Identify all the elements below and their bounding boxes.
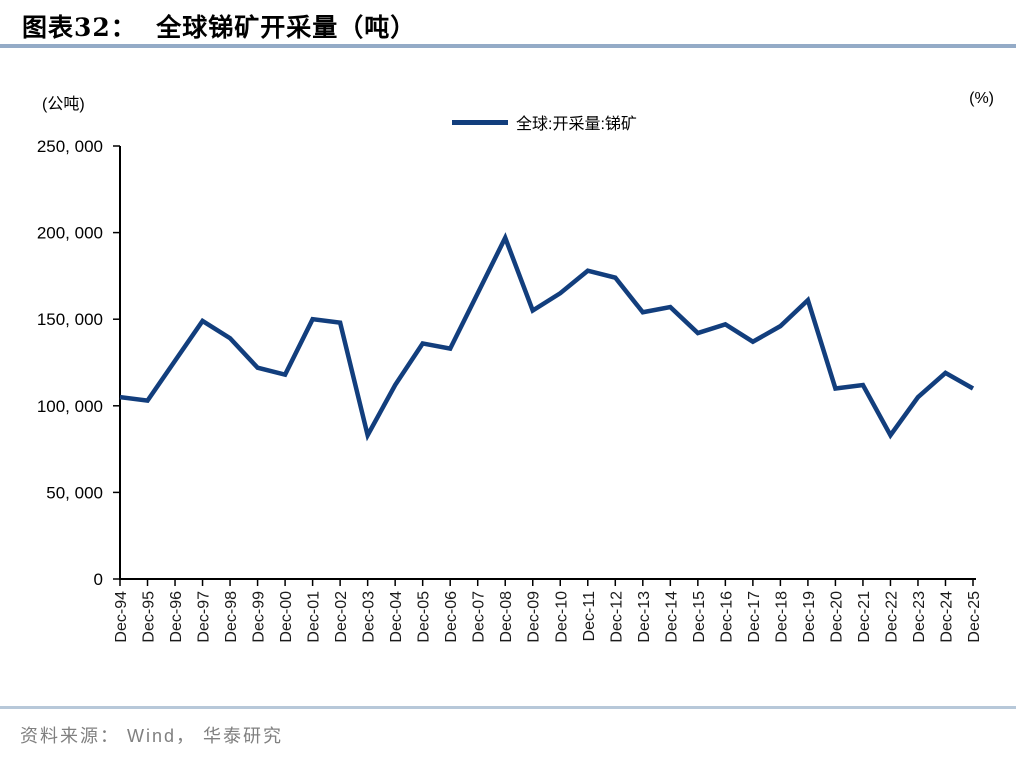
x-tick-label: Dec-09 xyxy=(526,591,543,643)
y-tick-label: 50, 000 xyxy=(46,483,103,502)
x-tick-label: Dec-08 xyxy=(498,591,515,643)
y-tick-label: 100, 000 xyxy=(37,397,103,416)
title-divider-rule xyxy=(0,44,1016,48)
x-tick-label: Dec-10 xyxy=(553,591,570,643)
y-tick-label: 0 xyxy=(94,570,103,589)
legend-line-swatch xyxy=(452,119,508,125)
x-tick-label: Dec-94 xyxy=(113,591,130,643)
x-tick-label: Dec-11 xyxy=(581,591,598,641)
x-tick-label: Dec-04 xyxy=(388,591,405,643)
x-tick-label: Dec-18 xyxy=(773,591,790,643)
x-tick-label: Dec-25 xyxy=(966,591,983,643)
x-tick-label: Dec-15 xyxy=(691,591,708,643)
x-tick-label: Dec-24 xyxy=(938,591,955,643)
x-tick-label: Dec-14 xyxy=(663,591,680,643)
right-axis-unit-label: (%) xyxy=(969,90,994,107)
x-tick-label: Dec-98 xyxy=(223,591,240,643)
x-tick-label: Dec-17 xyxy=(746,591,763,643)
x-tick-label: Dec-00 xyxy=(278,591,295,643)
y-tick-label: 150, 000 xyxy=(37,310,103,329)
x-tick-label: Dec-01 xyxy=(306,591,323,643)
x-tick-label: Dec-19 xyxy=(801,591,818,643)
x-tick-label: Dec-21 xyxy=(856,591,873,643)
x-tick-label: Dec-05 xyxy=(416,591,433,643)
y-tick-label: 200, 000 xyxy=(37,224,103,243)
y-tick-label: 250, 000 xyxy=(37,137,103,156)
x-tick-label: Dec-13 xyxy=(636,591,653,643)
chart-legend: 全球:开采量:锑矿 xyxy=(452,110,637,134)
footer-divider-rule xyxy=(0,706,1016,709)
x-tick-label: Dec-22 xyxy=(883,591,900,643)
figure-title: 图表32： 全球锑矿开采量（吨） xyxy=(22,13,417,42)
x-tick-label: Dec-20 xyxy=(828,591,845,643)
x-tick-label: Dec-06 xyxy=(443,591,460,643)
x-tick-label: Dec-96 xyxy=(168,591,185,643)
left-axis-unit-label: (公吨) xyxy=(42,96,85,113)
x-tick-label: Dec-03 xyxy=(361,591,378,643)
x-tick-label: Dec-95 xyxy=(141,591,158,643)
x-tick-label: Dec-97 xyxy=(196,591,213,643)
legend-series-label: 全球:开采量:锑矿 xyxy=(516,116,637,133)
x-tick-label: Dec-07 xyxy=(471,591,488,643)
x-tick-label: Dec-23 xyxy=(911,591,928,643)
x-tick-label: Dec-99 xyxy=(251,591,268,643)
series-line-global-antimony-output xyxy=(119,232,975,442)
x-tick-label: Dec-12 xyxy=(608,591,625,643)
x-tick-label: Dec-16 xyxy=(718,591,735,643)
x-tick-label: Dec-02 xyxy=(333,591,350,643)
data-source-text: 资料来源： Wind， 华泰研究 xyxy=(20,726,284,746)
